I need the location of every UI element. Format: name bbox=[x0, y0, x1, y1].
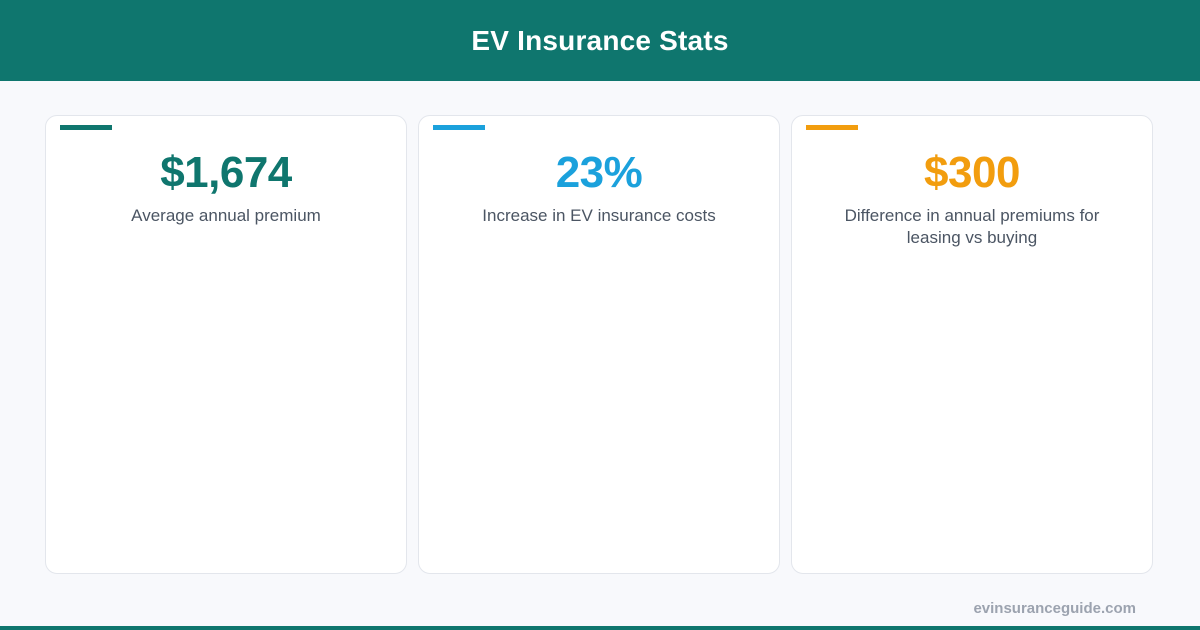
stat-value: $1,674 bbox=[160, 148, 292, 197]
accent-bar bbox=[60, 125, 112, 130]
stat-card-cost-increase: 23% Increase in EV insurance costs bbox=[418, 115, 780, 574]
stat-card-lease-vs-buy: $300 Difference in annual premiums for l… bbox=[791, 115, 1153, 574]
stat-label: Average annual premium bbox=[131, 206, 321, 225]
stat-card-average-premium: $1,674 Average annual premium bbox=[45, 115, 407, 574]
accent-bar bbox=[433, 125, 485, 130]
stat-label: Increase in EV insurance costs bbox=[482, 206, 716, 225]
stat-value: $300 bbox=[924, 148, 1020, 197]
stat-cards: $1,674 Average annual premium 23% Increa… bbox=[45, 115, 1155, 576]
footer-bar bbox=[0, 626, 1200, 630]
stat-label: Difference in annual premiums for leasin… bbox=[844, 206, 1100, 247]
footer-site-url: evinsuranceguide.com bbox=[973, 600, 1136, 617]
page-title: EV Insurance Stats bbox=[471, 24, 729, 56]
stat-value: 23% bbox=[555, 148, 643, 197]
accent-bar bbox=[806, 125, 858, 130]
header-banner: EV Insurance Stats bbox=[0, 0, 1200, 81]
